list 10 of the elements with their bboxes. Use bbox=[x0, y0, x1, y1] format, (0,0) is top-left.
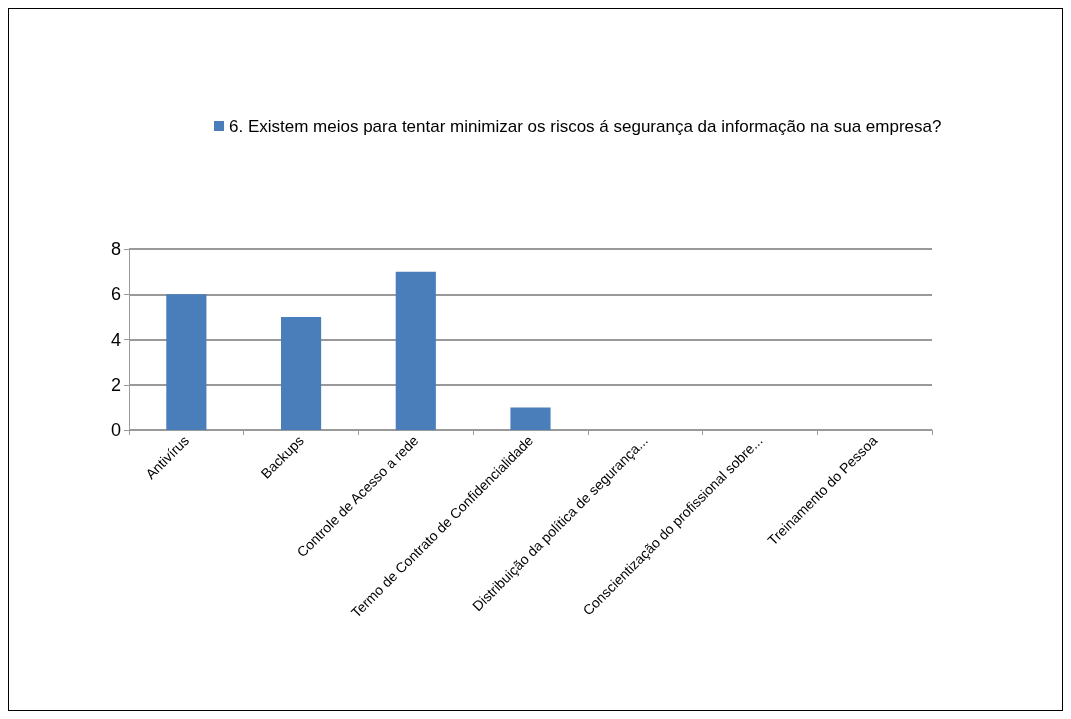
y-tick-label: 4 bbox=[110, 329, 121, 350]
y-tick-label: 8 bbox=[110, 239, 121, 259]
bar bbox=[510, 407, 551, 430]
y-tick-label: 0 bbox=[110, 420, 121, 440]
y-tick-label: 6 bbox=[110, 284, 121, 305]
bar bbox=[281, 316, 322, 430]
bar bbox=[166, 294, 207, 430]
bar bbox=[395, 271, 436, 430]
legend-label: 6. Existem meios para tentar minimizar os riscos á segurança da informação na sua empresa? bbox=[229, 116, 942, 136]
y-tick-label: 2 bbox=[110, 374, 121, 395]
